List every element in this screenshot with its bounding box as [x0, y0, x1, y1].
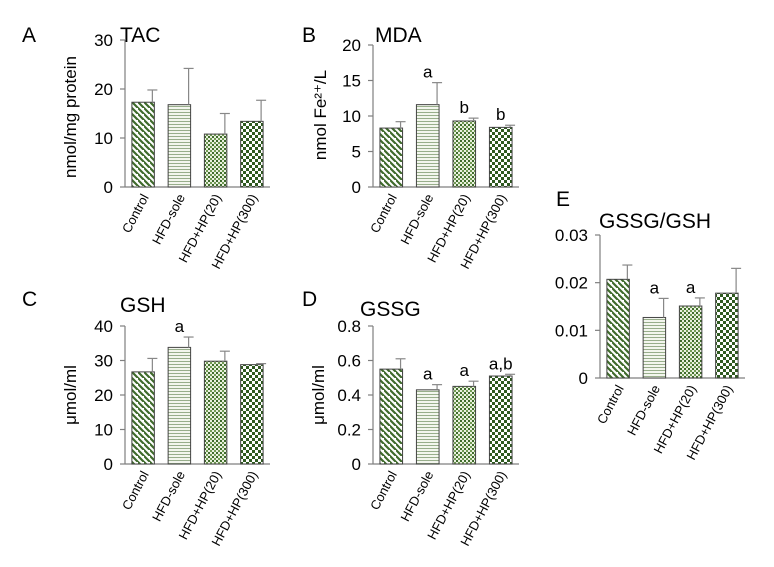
- y-tick-label: 0: [352, 455, 361, 474]
- significance-label: a: [686, 278, 696, 297]
- panel-b: B MDA nmol Fe²⁺/L 0 5 10 15 20 Control a HFD-so…: [302, 24, 519, 271]
- y-tick-label: 15: [342, 72, 361, 91]
- significance-label: b: [460, 98, 469, 117]
- significance-label: b: [496, 105, 505, 124]
- y-tick-label: 0.8: [337, 317, 361, 336]
- panel-letter: C: [22, 288, 37, 311]
- y-tick-label: 5: [352, 143, 361, 162]
- bar: [488, 126, 513, 188]
- y-tick-label: 0.4: [337, 386, 361, 405]
- bar: [642, 316, 667, 379]
- panel-letter: A: [22, 24, 36, 47]
- x-tick-label: HFD-sole: [397, 468, 436, 524]
- panel-title: GSH: [120, 294, 166, 317]
- y-tick-label: 20: [94, 80, 113, 99]
- x-tick-label: Control: [367, 191, 400, 235]
- y-tick-label: 40: [94, 317, 113, 336]
- bar: [203, 133, 228, 188]
- panel-title: GSSG/GSH: [599, 210, 711, 233]
- y-axis-label: μmol/ml: [309, 365, 328, 425]
- y-tick-label: 0: [104, 455, 113, 474]
- y-tick-label: 0.02: [555, 274, 588, 293]
- y-tick-label: 0.2: [337, 421, 361, 440]
- panel-c: C GSH μmol/ml 010203040ControlaHFD-soleH…: [22, 288, 270, 548]
- panel-letter: B: [302, 24, 316, 47]
- x-tick-label: Control: [119, 468, 152, 512]
- plot: 0102030ControlHFD-soleHFD+HP(20)HFD+HP(3…: [94, 31, 270, 271]
- y-tick-label: 30: [94, 31, 113, 50]
- x-tick-label: HFD-sole: [149, 468, 188, 524]
- y-tick-label: 0.03: [555, 226, 588, 245]
- plot: 010203040ControlaHFD-soleHFD+HP(20)HFD+H…: [94, 317, 270, 548]
- bar: [379, 368, 404, 465]
- significance-label: a,b: [489, 354, 513, 373]
- y-tick-label: 0: [579, 369, 588, 388]
- y-tick-label: 10: [94, 421, 113, 440]
- y-tick-label: 20: [342, 36, 361, 55]
- y-axis-label: μmol/ml: [61, 365, 80, 425]
- significance-label: a: [175, 317, 185, 336]
- y-tick-label: 10: [94, 129, 113, 148]
- bar: [488, 375, 513, 465]
- x-tick-label: HFD-sole: [624, 382, 663, 438]
- x-tick-label: Control: [367, 468, 400, 512]
- y-tick-label: 0: [352, 178, 361, 197]
- significance-label: a: [460, 361, 470, 380]
- bar: [678, 305, 703, 379]
- significance-label: a: [650, 278, 660, 297]
- bar: [452, 120, 477, 188]
- plot: 00.20.40.60.8ControlaHFD-soleaHFD+HP(20)…: [337, 317, 519, 548]
- y-tick-label: 0.01: [555, 321, 588, 340]
- x-tick-label: HFD-sole: [397, 191, 436, 247]
- bar: [606, 278, 630, 379]
- bar: [415, 389, 440, 465]
- panel-d: D GSSG μmol/ml 0 0.2 0.4 0.6 0.8 Control a HFD-…: [302, 288, 519, 548]
- panel-a: A TAC nmol/mg protein 0 10 20 30 ControlHFD-…: [22, 24, 270, 271]
- x-tick-label: Control: [119, 191, 152, 235]
- x-tick-label: Control: [594, 382, 627, 426]
- bar: [131, 101, 155, 188]
- panel-letter: E: [556, 188, 570, 211]
- significance-label: a: [423, 63, 433, 82]
- bar: [131, 371, 155, 465]
- plot: 05101520ControlaHFD-solebHFD+HP(20)bHFD+…: [342, 36, 519, 271]
- panel-title: MDA: [375, 24, 422, 47]
- panel-title: TAC: [120, 24, 160, 47]
- significance-label: a: [423, 365, 433, 384]
- bar: [240, 364, 264, 465]
- y-axis-label: nmol Fe²⁺/L: [311, 70, 330, 160]
- bar: [715, 292, 739, 379]
- plot: 00.010.020.03ControlaHFD-soleaHFD+HP(20)…: [555, 226, 745, 462]
- y-axis-label: nmol/mg protein: [61, 56, 80, 178]
- y-tick-label: 0: [104, 178, 113, 197]
- bar: [203, 360, 228, 465]
- bar: [452, 385, 477, 465]
- bar: [167, 346, 192, 465]
- panel-title: GSSG: [360, 298, 421, 321]
- y-tick-label: 20: [94, 386, 113, 405]
- y-tick-label: 10: [342, 107, 361, 126]
- bar: [240, 120, 264, 188]
- bar: [379, 127, 404, 188]
- bar: [415, 104, 440, 188]
- panel-e: E GSSG/GSH 0 0.01 0.02 0.03 Control a HFD-sole…: [555, 188, 745, 462]
- y-tick-label: 0.6: [337, 352, 361, 371]
- y-tick-label: 30: [94, 352, 113, 371]
- x-tick-label: HFD-sole: [149, 191, 188, 247]
- bar: [167, 104, 192, 188]
- panel-letter: D: [302, 288, 317, 311]
